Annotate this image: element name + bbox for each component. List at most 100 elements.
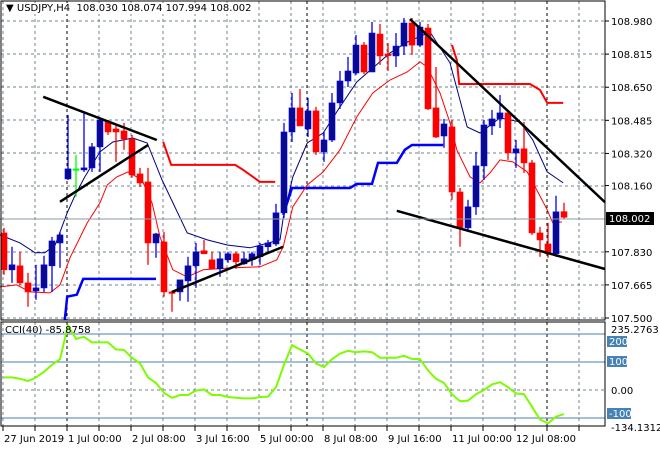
- bull-candle-body: [40, 264, 48, 289]
- cci-min-label: -134.1312: [611, 423, 660, 434]
- red-step-line: [451, 44, 564, 104]
- main-plot-frame: [0, 0, 606, 321]
- high-value: 108.074: [121, 3, 163, 14]
- bear-candle-body: [24, 282, 32, 293]
- bull-candle-body: [368, 32, 376, 73]
- trendline: [59, 143, 149, 203]
- bear-candle-body: [208, 259, 216, 270]
- trendline: [409, 18, 606, 204]
- bull-candle-body: [320, 139, 328, 153]
- bull-candle-body: [288, 107, 296, 133]
- moving-averages: [0, 31, 564, 294]
- collapse-triangle-icon[interactable]: ▼: [6, 3, 17, 14]
- bear-candle-body: [112, 128, 120, 133]
- bull-candle-body: [304, 110, 312, 130]
- bear-candle-body: [136, 173, 144, 184]
- price-axis: 108.980 108.815 108.650 108.485 108.320 108.1…: [605, 17, 652, 325]
- y-tick-label: 108.160: [611, 182, 652, 193]
- blue-step-line: [282, 143, 444, 216]
- bull-candle-body: [464, 206, 472, 229]
- step-lines: [63, 44, 564, 320]
- bull-candle-body: [192, 251, 200, 267]
- bull-candle-body: [176, 279, 184, 293]
- cci-level-box: [607, 336, 627, 347]
- x-tick-label: 2 Jul 08:00: [132, 434, 186, 445]
- chart-header: ▼ USDJPY,H4 108.030 108.074 107.994 108.…: [4, 3, 254, 14]
- cci-title: CCI(40): [5, 325, 43, 336]
- bear-candle-body: [448, 126, 456, 193]
- bull-candle-body: [264, 242, 272, 248]
- bear-candle-body: [528, 162, 536, 234]
- bear-candle-body: [160, 241, 168, 293]
- bull-candle-body: [328, 102, 336, 141]
- cci-line-group: [4, 322, 565, 425]
- bear-candle-body: [232, 253, 240, 263]
- symbol-label: USDJPY,H4: [16, 3, 71, 14]
- x-tick-label: 11 Jul 00:00: [452, 434, 512, 445]
- cci-header: CCI(40) -85.8758: [5, 325, 91, 336]
- bear-candle-body: [384, 53, 392, 56]
- x-tick-label: 27 Jun 2019: [4, 434, 64, 445]
- x-tick-label: 12 Jul 08:00: [516, 434, 576, 445]
- time-axis: 27 Jun 2019 1 Jul 00:00 2 Jul 08:00 3 Jul 1…: [4, 434, 576, 445]
- bull-candle-body: [88, 146, 96, 169]
- bull-candle-body: [80, 167, 88, 171]
- bull-candle-body: [32, 287, 40, 292]
- bull-candle-body: [96, 119, 104, 148]
- cci-plot-frame: [0, 321, 606, 427]
- y-tick-label: 108.815: [611, 50, 652, 61]
- bear-candle-body: [144, 181, 152, 244]
- y-tick-label: 108.485: [611, 116, 652, 127]
- bear-candle-body: [360, 44, 368, 73]
- x-tick-label: 5 Jul 00:00: [260, 434, 314, 445]
- bull-candle-body: [352, 44, 360, 74]
- bull-candle-body: [216, 258, 224, 270]
- bear-candle-body: [456, 191, 464, 229]
- cci-last-value: -85.8758: [45, 325, 91, 336]
- y-tick-label: 108.980: [611, 17, 652, 28]
- current-price-label: 108.002: [609, 214, 650, 225]
- bear-candle-body: [72, 168, 80, 171]
- trendline: [42, 95, 158, 142]
- bull-candle-body: [392, 45, 400, 57]
- cci-level-box: [607, 356, 627, 367]
- bear-candle-body: [296, 107, 304, 127]
- cci-levels: [1, 333, 605, 419]
- current-price-box: [606, 212, 654, 225]
- y-tick-label: 108.320: [611, 149, 652, 160]
- bear-candle-body: [0, 232, 8, 271]
- low-value: 107.994: [165, 3, 207, 14]
- bull-candle-body: [64, 168, 72, 180]
- x-tick-label: 9 Jul 16:00: [388, 434, 442, 445]
- bull-candle-body: [440, 123, 448, 137]
- y-tick-label: 107.665: [611, 281, 652, 292]
- bear-candle-body: [120, 130, 128, 140]
- y-tick-label: 107.830: [611, 248, 652, 259]
- bear-candle-body: [560, 211, 568, 218]
- bear-candle-body: [16, 265, 24, 284]
- bull-candle-body: [184, 265, 192, 282]
- bull-candle-body: [48, 240, 56, 267]
- x-tick-label: 3 Jul 16:00: [196, 434, 250, 445]
- cci-max-label: 235.2763: [611, 325, 659, 336]
- bull-candle-body: [56, 234, 64, 244]
- bull-candle-body: [496, 112, 504, 120]
- trendline: [396, 209, 606, 271]
- bear-candle-body: [312, 110, 320, 153]
- trendline: [171, 245, 284, 294]
- fast-ma-line: [0, 31, 564, 254]
- bear-candle-body: [536, 232, 544, 241]
- y-tick-label: 108.650: [611, 83, 652, 94]
- bull-candle-body: [8, 264, 16, 271]
- bull-candle-body: [552, 211, 560, 255]
- bear-candle-body: [376, 33, 384, 57]
- bull-candle-body: [512, 148, 520, 154]
- bear-candle-body: [408, 22, 416, 46]
- y-tick-label: 107.500: [611, 314, 652, 325]
- x-tick-label: 1 Jul 00:00: [68, 434, 122, 445]
- bull-candle-body: [272, 212, 280, 245]
- cci-level-label: -100: [609, 409, 632, 420]
